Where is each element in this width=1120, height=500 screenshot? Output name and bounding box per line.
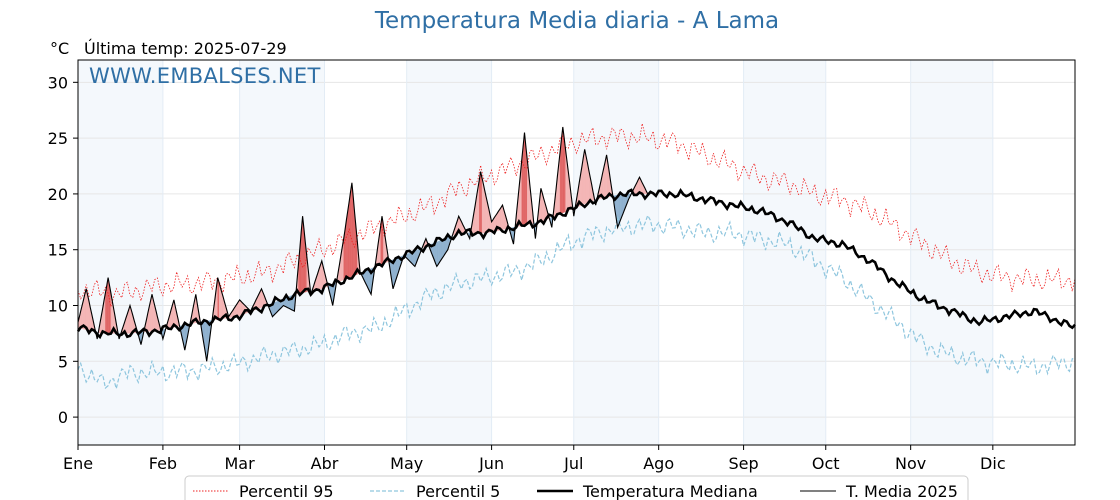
percentile-5-line [77,214,1076,390]
y-tick-label: 10 [48,297,68,316]
x-tick-label: Ago [643,454,674,473]
x-tick-label: Mar [225,454,256,473]
deviation-fill [349,192,351,278]
x-tick-label: Abr [311,454,339,473]
month-band [239,60,325,445]
month-band [78,60,163,445]
x-tick-label: Nov [895,454,926,473]
deviation-fill [350,182,353,278]
deviation-fill [217,277,220,320]
month-band [910,60,993,445]
y-tick-label: 30 [48,73,68,92]
deviation-fill [273,301,276,316]
deviation-fill [436,241,439,267]
y-tick-label: 0 [58,408,68,427]
deviation-fill [442,238,444,259]
legend-label: Temperatura Mediana [582,482,758,500]
y-tick-label: 25 [48,129,68,148]
legend-label: Percentil 95 [239,482,334,500]
x-tick-label: Jul [563,454,583,473]
deviation-fill [499,206,502,231]
month-band [743,60,826,445]
y-tick-label: 5 [58,352,68,371]
y-tick-label: 15 [48,241,68,260]
x-tick-label: Jun [478,454,504,473]
x-tick-label: Dic [980,454,1006,473]
watermark: WWW.EMBALSES.NET [89,64,321,88]
percentile-95-line [77,123,1076,307]
plot-frame [77,59,1076,446]
x-tick-label: Ene [63,454,93,473]
deviation-fill [480,171,483,234]
median-line [76,188,1076,340]
month-band [573,60,659,445]
legend-box [184,475,969,500]
deviation-fill [438,240,440,265]
deviation-fill [501,204,503,231]
deviation-fill [481,177,484,234]
media-2025-line [77,126,649,362]
deviation-fill [440,239,443,261]
x-tick-label: Feb [149,454,177,473]
x-tick-label: Sep [729,454,759,473]
legend-label: Percentil 5 [416,482,500,500]
legend-label: T. Media 2025 [845,482,958,500]
x-tick-label: Oct [812,454,840,473]
chart-title: Temperatura Media diaria - A Lama [374,8,780,34]
deviation-fill [239,299,242,316]
x-tick-label: May [390,454,423,473]
last-temp-label: Última temp: 2025-07-29 [84,39,287,58]
unit-label: °C [50,39,70,58]
deviation-fill [439,240,442,263]
y-tick-label: 20 [48,185,68,204]
